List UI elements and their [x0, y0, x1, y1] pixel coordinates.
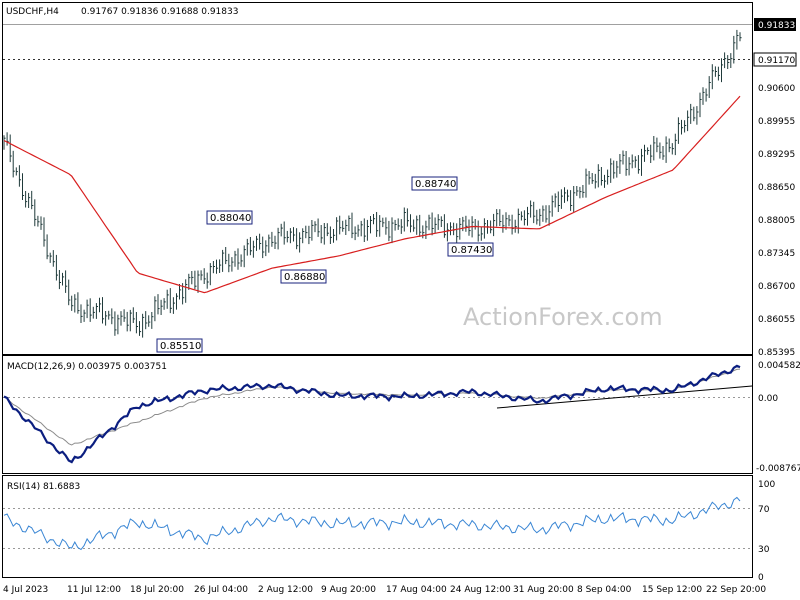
- rsi-axis: 100 70 30 0: [758, 480, 775, 583]
- annotation-box: [447, 242, 494, 257]
- macd-tick: 0.00: [758, 394, 778, 404]
- macd-trendline: [496, 385, 753, 409]
- rsi-title: RSI(14) 81.6883: [7, 482, 80, 492]
- price-tick: 0.90600: [758, 84, 795, 94]
- annotation-high2: 0.88740: [415, 179, 456, 190]
- price-tick: 0.88005: [758, 216, 795, 226]
- watermark: ActionForex.com: [463, 303, 663, 331]
- rsi-panel-frame: [2, 475, 753, 578]
- price-tick: 0.88650: [758, 183, 795, 193]
- rsi-tick: 70: [758, 505, 770, 515]
- macd-tick: -0.008767: [756, 464, 800, 474]
- rsi-tick: 30: [758, 545, 770, 555]
- moving-average-line: [3, 95, 741, 294]
- price-annotations: 0.85510 0.88040 0.86880 0.88740 0.87430: [156, 176, 494, 353]
- rsi-line: [3, 496, 741, 551]
- current-price-label: 0.91833: [758, 21, 795, 31]
- macd-title: MACD(12,26,9) 0.003975 0.003751: [7, 362, 167, 372]
- current-price-tag: [754, 18, 796, 31]
- price-axis: 0.91833 0.91170 0.90600 0.89955 0.89295 …: [753, 18, 797, 358]
- price-candles: [3, 29, 742, 338]
- time-label: 31 Aug 20:00: [513, 585, 574, 595]
- price-tick: 0.89955: [758, 117, 795, 127]
- time-label: 26 Jul 04:00: [194, 585, 248, 595]
- time-label: 4 Jul 2023: [3, 585, 48, 595]
- time-label: 2 Aug 12:00: [258, 585, 313, 595]
- ohlc-label: 0.91767 0.91836 0.91688 0.91833: [81, 7, 238, 17]
- annotation-high1: 0.88040: [210, 213, 251, 224]
- time-label: 18 Jul 20:00: [130, 585, 184, 595]
- macd-line: [3, 364, 741, 464]
- level-tag: [753, 52, 797, 67]
- rsi-tick: 0: [758, 573, 764, 583]
- price-tick: 0.85395: [758, 348, 795, 358]
- annotation-box: [280, 269, 327, 284]
- time-label: 22 Sep 20:00: [706, 585, 766, 595]
- time-axis: 4 Jul 2023 11 Jul 12:00 18 Jul 20:00 26 …: [3, 585, 766, 595]
- time-label: 11 Jul 12:00: [67, 585, 121, 595]
- macd-panel-frame: [2, 355, 753, 474]
- annotation-low2: 0.86880: [284, 272, 325, 283]
- macd-axis: 0.004582 0.00 -0.008767: [756, 361, 800, 474]
- price-panel-frame: [2, 2, 753, 355]
- price-tick: 0.86700: [758, 282, 795, 292]
- time-label: 15 Sep 12:00: [642, 585, 702, 595]
- annotation-box: [206, 210, 253, 225]
- rsi-tick: 100: [758, 480, 775, 490]
- price-tick: 0.89295: [758, 150, 795, 160]
- annotation-low1: 0.85510: [160, 341, 201, 352]
- annotation-box: [411, 176, 458, 191]
- annotation-low3: 0.87430: [451, 245, 492, 256]
- macd-tick: 0.004582: [758, 361, 800, 371]
- level-label: 0.91170: [758, 56, 795, 66]
- time-label: 9 Aug 20:00: [321, 585, 376, 595]
- time-label: 8 Sep 04:00: [577, 585, 632, 595]
- symbol-label: USDCHF,H4: [6, 7, 59, 17]
- time-label: 17 Aug 04:00: [386, 585, 447, 595]
- price-tick: 0.86055: [758, 315, 795, 325]
- price-tick: 0.87345: [758, 249, 795, 259]
- time-label: 24 Aug 12:00: [450, 585, 511, 595]
- annotation-box: [156, 338, 203, 353]
